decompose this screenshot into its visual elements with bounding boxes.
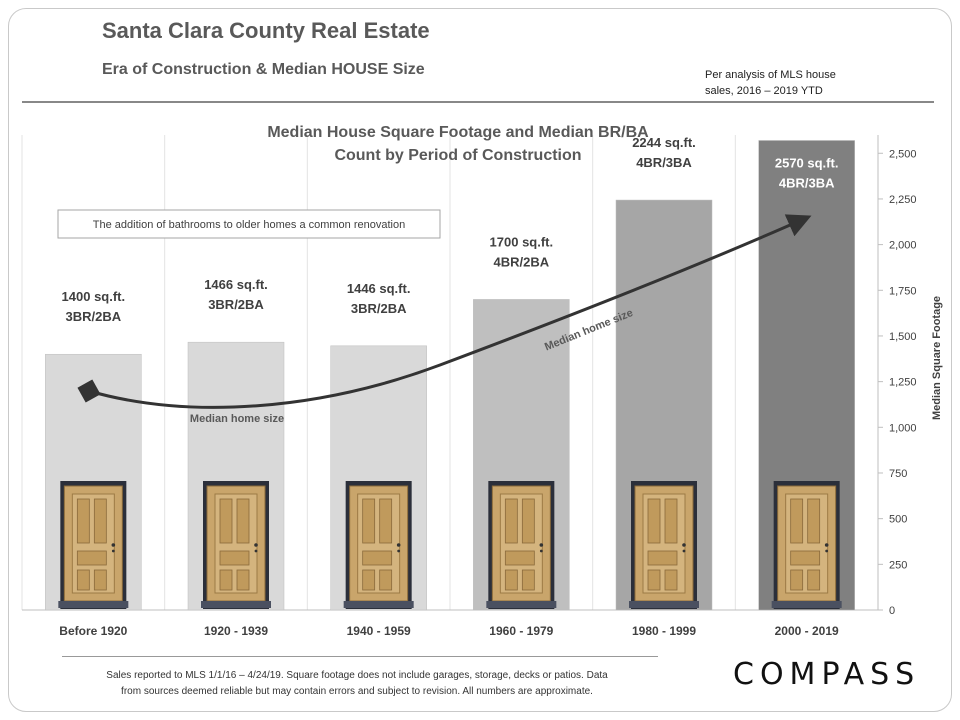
- analysis-note-line1: Per analysis of MLS house: [705, 69, 836, 81]
- data-label-brba: 4BR/2BA: [494, 254, 550, 269]
- y-tick-label: 2,250: [889, 194, 917, 206]
- header-divider: [22, 101, 934, 103]
- door-inset-panel: [76, 498, 90, 544]
- door-inset-panel: [647, 498, 661, 544]
- door-inset-panel: [504, 569, 518, 591]
- x-tick-label: 2000 - 2019: [775, 624, 839, 638]
- door-knob: [539, 543, 544, 547]
- page-title: Santa Clara County Real Estate: [102, 18, 430, 43]
- door-step: [771, 601, 842, 608]
- data-label-sqft: 2570 sq.ft.: [775, 155, 839, 170]
- door-inset-panel: [93, 498, 107, 544]
- door-knob: [682, 549, 686, 553]
- door-inset-panel: [521, 569, 535, 591]
- door-step: [629, 601, 699, 608]
- y-tick-label: 1,000: [889, 422, 917, 434]
- y-tick-label: 0: [889, 605, 895, 617]
- x-tick-label: 1960 - 1979: [489, 624, 553, 638]
- door-inset-panel: [504, 550, 535, 566]
- data-label-brba: 4BR/3BA: [636, 155, 692, 170]
- analysis-note: Per analysis of MLS house sales, 2016 – …: [705, 67, 875, 99]
- door-inset-panel: [664, 569, 678, 591]
- door-inset-panel: [236, 569, 250, 591]
- door-inset-panel: [219, 550, 250, 566]
- door-inset-panel: [790, 569, 804, 591]
- door-inset-panel: [76, 569, 90, 591]
- door-knob: [396, 543, 401, 547]
- door-inset-panel: [93, 569, 107, 591]
- data-label-sqft: 1400 sq.ft.: [62, 289, 126, 304]
- door-knob: [825, 549, 829, 553]
- door-icons: [58, 481, 842, 609]
- door-inset-panel: [219, 498, 233, 544]
- x-tick-label: 1980 - 1999: [632, 624, 696, 638]
- data-label-sqft: 2244 sq.ft.: [632, 135, 696, 150]
- y-tick-label: 1,250: [889, 377, 917, 389]
- door-knob: [111, 549, 115, 553]
- y-tick-label: 1,750: [889, 285, 917, 297]
- door-step: [58, 601, 129, 608]
- annotation-text: The addition of bathrooms to older homes…: [93, 219, 405, 231]
- door-inset-panel: [790, 550, 821, 566]
- door-inset-panel: [664, 498, 678, 544]
- door-knob: [397, 549, 401, 553]
- data-label-brba: 3BR/2BA: [66, 309, 122, 324]
- door-knob: [682, 543, 686, 547]
- chart-title-line2: Count by Period of Construction: [334, 147, 581, 164]
- door-inset-panel: [807, 569, 821, 591]
- y-axis: 0 250 500 750 1,000 1,250 1,500 1,750 2,000 2,250…: [877, 135, 917, 617]
- door-inset-panel: [647, 550, 678, 566]
- data-label-brba: 3BR/2BA: [208, 297, 264, 312]
- door-inset-panel: [362, 498, 376, 544]
- door-knob: [111, 543, 116, 547]
- door-inset-panel: [379, 498, 393, 544]
- compass-logo: COMPASS: [733, 657, 921, 692]
- trend-arrow: [77, 214, 812, 409]
- analysis-note-line2: sales, 2016 – 2019 YTD: [705, 85, 823, 97]
- data-label-brba: 3BR/2BA: [351, 301, 407, 316]
- door-knob: [254, 543, 258, 547]
- door-inset-panel: [807, 498, 821, 544]
- data-label-sqft: 1446 sq.ft.: [347, 281, 411, 296]
- footer-divider: [62, 656, 658, 657]
- page-subtitle: Era of Construction & Median HOUSE Size: [102, 61, 425, 78]
- door-inset-panel: [219, 569, 233, 591]
- door-inset-panel: [236, 498, 250, 544]
- data-label-sqft: 1466 sq.ft.: [204, 277, 268, 292]
- door-step: [486, 601, 557, 608]
- footnote-line2: from sources deemed reliable but may con…: [121, 686, 593, 697]
- door-step: [343, 601, 414, 608]
- y-tick-label: 750: [889, 468, 907, 480]
- y-tick-label: 2,500: [889, 148, 917, 160]
- x-tick-label: 1920 - 1939: [204, 624, 268, 638]
- door-knob: [254, 549, 258, 553]
- data-label-brba: 4BR/3BA: [779, 175, 835, 190]
- door-inset-panel: [790, 498, 804, 544]
- door-inset-panel: [647, 569, 661, 591]
- y-tick-label: 2,000: [889, 240, 917, 252]
- footnote-line1: Sales reported to MLS 1/1/16 – 4/24/19. …: [106, 670, 608, 681]
- x-tick-label: 1940 - 1959: [347, 624, 411, 638]
- door-knob: [539, 549, 543, 553]
- y-axis-title: Median Square Footage: [931, 296, 943, 420]
- footnote: Sales reported to MLS 1/1/16 – 4/24/19. …: [62, 668, 652, 700]
- chart-title-line1: Median House Square Footage and Median B…: [267, 124, 649, 141]
- data-label-sqft: 1700 sq.ft.: [490, 234, 554, 249]
- x-tick-label: Before 1920: [59, 624, 127, 638]
- door-knob: [824, 543, 829, 547]
- y-tick-label: 1,500: [889, 331, 917, 343]
- door-inset-panel: [362, 550, 393, 566]
- door-inset-panel: [521, 498, 535, 544]
- door-step: [201, 601, 271, 608]
- y-tick-label: 500: [889, 514, 907, 526]
- door-inset-panel: [379, 569, 393, 591]
- trend-label-1: Median home size: [190, 413, 284, 425]
- door-inset-panel: [362, 569, 376, 591]
- door-inset-panel: [504, 498, 518, 544]
- door-inset-panel: [76, 550, 107, 566]
- gridlines: [21, 135, 879, 611]
- y-tick-label: 250: [889, 559, 907, 571]
